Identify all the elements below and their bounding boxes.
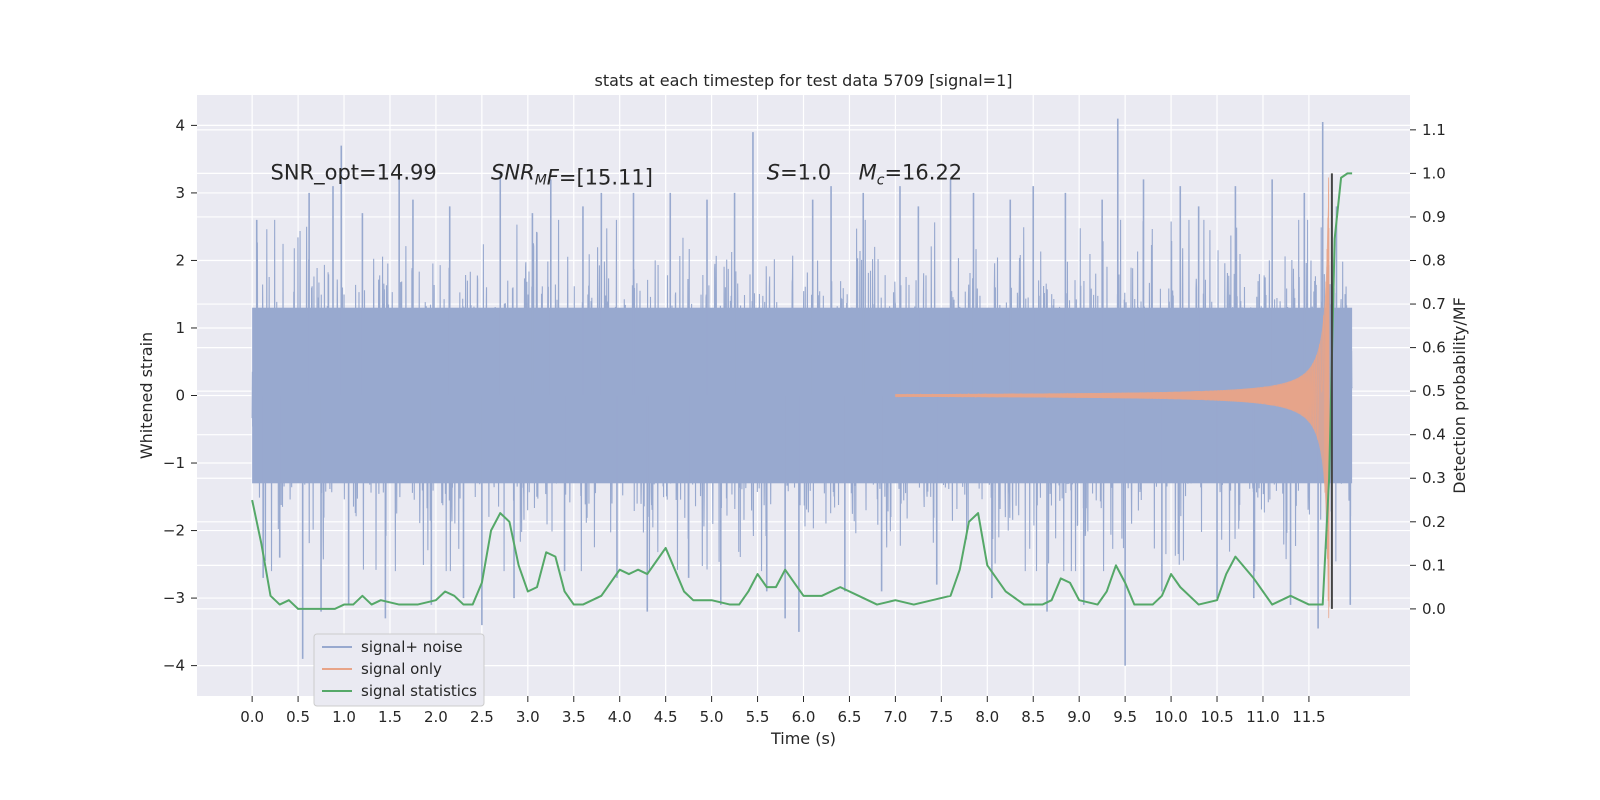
x-tick-label: 6.5 <box>838 708 862 726</box>
annotation-2: S=1.0 <box>767 161 831 185</box>
signal-envelope <box>895 172 1330 619</box>
y2-tick-label: 0.7 <box>1422 295 1446 313</box>
annotation-0: SNR_opt=14.99 <box>271 161 437 186</box>
y-tick-label: −2 <box>163 522 185 540</box>
x-tick-label: 4.0 <box>608 708 632 726</box>
legend-label-signal-statistics: signal statistics <box>361 682 477 700</box>
legend-item: signal+ noise <box>322 638 463 656</box>
x-tick-label: 3.5 <box>562 708 586 726</box>
y2-tick-label: 0.4 <box>1422 426 1446 444</box>
y-tick-label: −3 <box>163 589 185 607</box>
chart-title: stats at each timestep for test data 570… <box>594 71 1012 90</box>
y2-tick-label: 0.5 <box>1422 382 1446 400</box>
x-tick-label: 0.0 <box>240 708 264 726</box>
x-tick-label: 1.5 <box>378 708 402 726</box>
y2-tick-label: 0.9 <box>1422 208 1446 226</box>
x-tick-label: 7.0 <box>883 708 907 726</box>
y-tick-label: 2 <box>175 251 185 269</box>
x-tick-label: 10.0 <box>1154 708 1187 726</box>
y-tick-label: 0 <box>175 387 185 405</box>
y2-tick-label: 1.1 <box>1422 121 1446 139</box>
x-tick-label: 5.0 <box>700 708 724 726</box>
y-tick-label: −4 <box>163 657 185 675</box>
legend-item: signal statistics <box>322 682 477 700</box>
y2-tick-label: 0.8 <box>1422 251 1446 269</box>
legend: signal+ noise signal only signal statist… <box>313 633 485 707</box>
y2-tick-label: 0.6 <box>1422 339 1446 357</box>
x-tick-label: 2.0 <box>424 708 448 726</box>
x-tick-label: 7.5 <box>929 708 953 726</box>
x-tick-label: 5.5 <box>746 708 770 726</box>
x-tick-label: 9.0 <box>1067 708 1091 726</box>
x-tick-label: 1.0 <box>332 708 356 726</box>
x-tick-label: 8.5 <box>1021 708 1045 726</box>
x-tick-label: 3.0 <box>516 708 540 726</box>
y2-tick-label: 0.1 <box>1422 556 1446 574</box>
x-tick-label: 4.5 <box>654 708 678 726</box>
y-axis-left: −4 −3 −2 −1 0 1 2 3 4 <box>163 116 197 675</box>
annotation-1: SNRMF=[15.11] <box>491 161 653 190</box>
annotations: SNR_opt=14.99 SNRMF=[15.11] S=1.0 Mc=16.22 <box>271 161 963 190</box>
x-tick-label: 0.5 <box>286 708 310 726</box>
x-tick-label: 11.0 <box>1246 708 1279 726</box>
x-tick-label: 6.0 <box>792 708 816 726</box>
y2-tick-label: 1.0 <box>1422 164 1446 182</box>
legend-box <box>313 633 485 707</box>
y-axis-label: Whitened strain <box>137 332 156 459</box>
statistics-line <box>251 172 1353 610</box>
y-tick-label: 1 <box>175 319 185 337</box>
x-tick-label: 11.5 <box>1292 708 1325 726</box>
x-tick-label: 8.0 <box>975 708 999 726</box>
y2-tick-label: 0.3 <box>1422 469 1446 487</box>
series-signal-statistics <box>251 172 1353 610</box>
y2-tick-label: 0.0 <box>1422 600 1446 618</box>
y-tick-label: 3 <box>175 184 185 202</box>
x-tick-label: 10.5 <box>1200 708 1233 726</box>
legend-label-signal-noise: signal+ noise <box>361 638 463 656</box>
y-tick-label: −1 <box>163 454 185 472</box>
y2-axis-label: Detection probability/MF <box>1450 297 1469 494</box>
x-tick-label: 2.5 <box>470 708 494 726</box>
annotation-3: Mc=16.22 <box>859 161 963 189</box>
x-tick-label: 9.5 <box>1113 708 1137 726</box>
legend-item: signal only <box>322 660 442 678</box>
legend-label-signal-only: signal only <box>361 660 442 678</box>
x-axis-label: Time (s) <box>770 729 836 748</box>
series-signal-only <box>894 172 1330 619</box>
y-tick-label: 4 <box>175 116 185 134</box>
y2-tick-label: 0.2 <box>1422 513 1446 531</box>
y-axis-right: 0.0 0.1 0.2 0.3 0.4 0.5 0.6 0.7 0.8 0.9 1.0 1.1 <box>1410 121 1446 618</box>
